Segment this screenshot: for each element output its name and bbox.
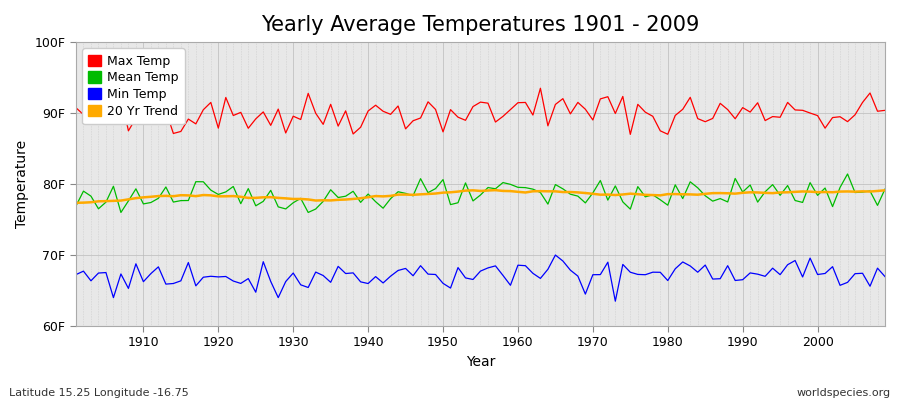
Mean Temp: [610, 184, 621, 188]
Min Temp: [550, 253, 561, 258]
20 Yr Trend: [340, 197, 351, 202]
Max Temp: [625, 132, 635, 137]
Mean Temp: [138, 202, 148, 206]
Mean Temp: [512, 185, 523, 190]
Mean Temp: [115, 210, 126, 215]
Max Temp: [70, 106, 81, 110]
Mean Temp: [842, 172, 853, 176]
20 Yr Trend: [610, 193, 621, 198]
Title: Yearly Average Temperatures 1901 - 2009: Yearly Average Temperatures 1901 - 2009: [261, 15, 699, 35]
Text: Latitude 15.25 Longitude -16.75: Latitude 15.25 Longitude -16.75: [9, 388, 189, 398]
Min Temp: [617, 262, 628, 267]
Max Temp: [879, 108, 890, 113]
Mean Temp: [879, 187, 890, 192]
20 Yr Trend: [879, 188, 890, 193]
Legend: Max Temp, Mean Temp, Min Temp, 20 Yr Trend: Max Temp, Mean Temp, Min Temp, 20 Yr Tre…: [82, 48, 185, 124]
Min Temp: [512, 263, 523, 268]
Mean Temp: [302, 210, 313, 215]
Max Temp: [340, 108, 351, 113]
Min Temp: [295, 282, 306, 287]
Text: worldspecies.org: worldspecies.org: [796, 388, 891, 398]
Min Temp: [70, 272, 81, 277]
Mean Temp: [70, 204, 81, 208]
20 Yr Trend: [70, 200, 81, 205]
Mean Temp: [520, 185, 531, 190]
Min Temp: [879, 274, 890, 279]
X-axis label: Year: Year: [466, 355, 495, 369]
Line: Max Temp: Max Temp: [76, 88, 885, 134]
20 Yr Trend: [520, 190, 531, 195]
Line: Mean Temp: Mean Temp: [76, 174, 885, 212]
20 Yr Trend: [295, 196, 306, 201]
Max Temp: [512, 100, 523, 105]
20 Yr Trend: [491, 188, 501, 192]
Min Temp: [130, 262, 141, 266]
Max Temp: [535, 86, 545, 91]
20 Yr Trend: [130, 196, 141, 200]
Mean Temp: [347, 189, 358, 194]
Line: 20 Yr Trend: 20 Yr Trend: [76, 190, 885, 203]
Y-axis label: Temperature: Temperature: [15, 140, 29, 228]
Max Temp: [505, 107, 516, 112]
Min Temp: [340, 271, 351, 276]
Max Temp: [130, 116, 141, 120]
Min Temp: [505, 283, 516, 288]
Max Temp: [610, 111, 621, 116]
Max Temp: [295, 117, 306, 122]
Min Temp: [610, 299, 621, 304]
Line: Min Temp: Min Temp: [76, 255, 885, 301]
20 Yr Trend: [512, 190, 523, 194]
